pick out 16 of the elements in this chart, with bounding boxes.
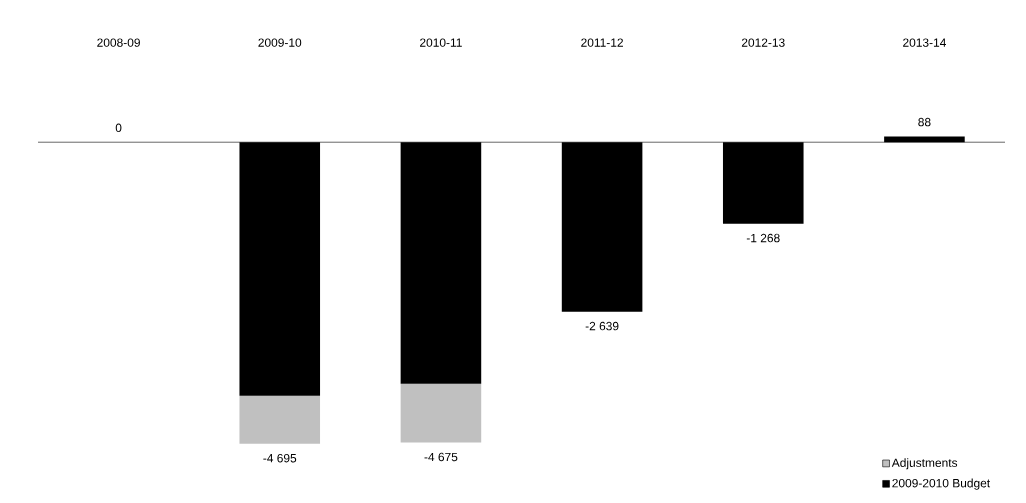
annotation: -4 675 xyxy=(424,452,458,462)
legend-label: 2009-2010 Budget xyxy=(892,478,991,490)
x-tick-label: 2011-12 xyxy=(581,38,623,47)
x-tick-label: 2008-09 xyxy=(97,38,140,47)
annotation: 88 xyxy=(918,117,931,127)
x-tick-label: 2009-10 xyxy=(258,38,302,47)
x-tick-label: 2013-14 xyxy=(903,38,946,47)
annotation: -1 268 xyxy=(746,233,780,243)
annotation: 0 xyxy=(115,123,122,133)
bar xyxy=(400,383,482,443)
annotation: -4 695 xyxy=(263,453,297,463)
x-tick-label: 2010-11 xyxy=(420,38,462,47)
x-tick-label: 2012-13 xyxy=(741,38,785,47)
bar xyxy=(239,395,321,444)
annotation: -2 639 xyxy=(585,321,619,331)
legend-label: Adjustments xyxy=(891,458,958,470)
